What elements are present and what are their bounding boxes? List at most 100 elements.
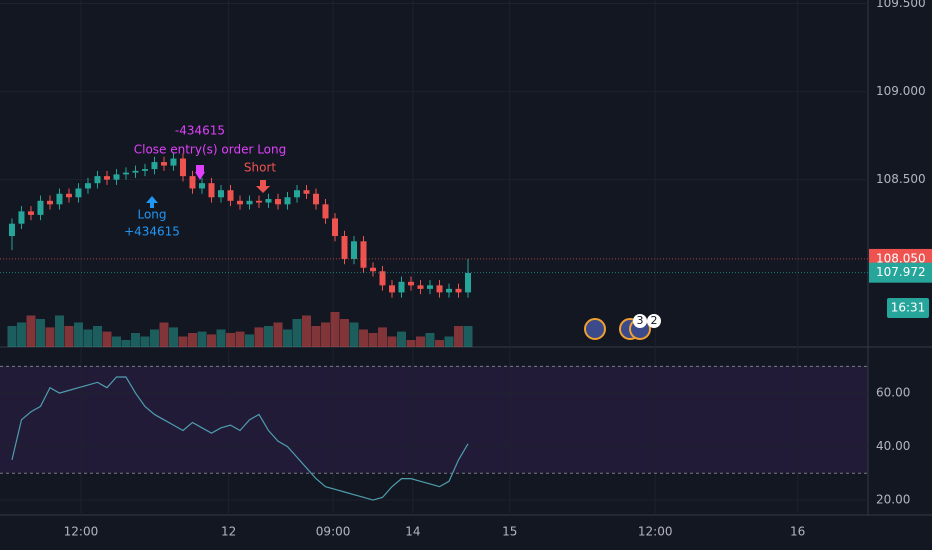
volume-bar bbox=[159, 322, 169, 347]
volume-bar bbox=[235, 331, 245, 347]
y-tick-label: 108.500 bbox=[876, 172, 926, 186]
rsi-band bbox=[0, 366, 868, 473]
candle-body bbox=[446, 288, 453, 293]
volume-bar bbox=[282, 329, 292, 347]
badge-count: 2 bbox=[651, 314, 658, 327]
badge bbox=[633, 314, 647, 328]
candle-body bbox=[27, 211, 34, 215]
rsi-tick-label: 40.00 bbox=[876, 439, 910, 453]
candle-body bbox=[132, 170, 139, 173]
y-tick-label: 109.000 bbox=[876, 84, 926, 98]
candle-body bbox=[208, 183, 215, 198]
volume-bar bbox=[463, 326, 473, 347]
volume-bar bbox=[216, 329, 226, 347]
candle-body bbox=[84, 183, 91, 189]
grid bbox=[0, 0, 868, 515]
x-tick-label: 12:00 bbox=[64, 525, 99, 539]
candle-body bbox=[341, 236, 348, 259]
volume-bar bbox=[149, 329, 159, 347]
volume-bar bbox=[102, 331, 112, 347]
candle-body bbox=[217, 190, 224, 198]
volume-bar bbox=[301, 315, 311, 347]
candle-body bbox=[94, 176, 101, 184]
candle-body bbox=[436, 285, 443, 293]
candle-body bbox=[151, 162, 158, 170]
volume-bar bbox=[45, 327, 55, 347]
volume-bar bbox=[16, 322, 26, 347]
candle-body bbox=[417, 285, 424, 289]
volume-bar bbox=[83, 329, 93, 347]
volume-bar bbox=[435, 340, 445, 347]
candle-body bbox=[379, 271, 386, 286]
candle-body bbox=[37, 200, 44, 215]
candle-body bbox=[236, 200, 243, 205]
volume-bar bbox=[425, 333, 435, 347]
annotation: +434615 bbox=[124, 225, 180, 239]
volume-bar bbox=[263, 326, 273, 347]
volume-bar bbox=[273, 322, 283, 347]
volume-bar bbox=[7, 326, 17, 347]
candle-body bbox=[360, 241, 367, 268]
candle-body bbox=[274, 199, 281, 205]
rsi-tick-label: 20.00 bbox=[876, 493, 910, 507]
candle-body bbox=[46, 200, 53, 205]
candle-body bbox=[8, 223, 15, 237]
candle-body bbox=[370, 267, 377, 272]
x-tick-label: 16 bbox=[790, 525, 805, 539]
volume-bar bbox=[197, 331, 207, 347]
candle-body bbox=[293, 190, 300, 198]
volume-bar bbox=[340, 319, 350, 347]
price-label: 108.050 bbox=[876, 251, 926, 265]
candle-body bbox=[389, 285, 396, 293]
badge-count: 3 bbox=[637, 314, 644, 327]
volume-bar bbox=[92, 326, 102, 347]
rsi-tick-label: 60.00 bbox=[876, 386, 910, 400]
volume-bar bbox=[26, 315, 36, 347]
volume-bar bbox=[368, 333, 378, 347]
x-tick-label: 14 bbox=[405, 525, 420, 539]
candle-body bbox=[312, 193, 319, 205]
candle-body bbox=[113, 174, 120, 180]
volume-bar bbox=[292, 319, 302, 347]
volume-bar bbox=[444, 336, 454, 347]
volume-bar bbox=[140, 336, 150, 347]
volume-bar bbox=[64, 326, 74, 347]
candle-body bbox=[179, 158, 186, 177]
x-tick-label: 15 bbox=[502, 525, 517, 539]
short-marker bbox=[256, 180, 270, 193]
volume-bar bbox=[168, 327, 178, 347]
volume-bar bbox=[311, 326, 321, 347]
volume-bar bbox=[359, 329, 369, 347]
candle-body bbox=[75, 188, 82, 198]
candle-body bbox=[284, 197, 291, 205]
candle-body bbox=[122, 172, 129, 175]
annotation: Long bbox=[137, 208, 166, 222]
annotation: Close entry(s) order Long bbox=[134, 143, 287, 157]
volume-bar bbox=[244, 334, 254, 347]
volume-bar bbox=[349, 322, 359, 347]
volume-bar bbox=[187, 333, 197, 347]
candle-body bbox=[160, 162, 167, 166]
candle-body bbox=[246, 200, 253, 205]
volume-bar bbox=[73, 322, 83, 347]
volume-bar bbox=[321, 322, 330, 347]
candle-body bbox=[141, 169, 148, 171]
candle-body bbox=[189, 176, 196, 189]
volume-bar bbox=[130, 333, 140, 347]
marks bbox=[0, 153, 868, 501]
volume-bar bbox=[397, 331, 407, 347]
event-flag[interactable] bbox=[584, 318, 606, 340]
volume-bar bbox=[406, 340, 416, 347]
candle-body bbox=[103, 176, 110, 180]
price-label: 107.972 bbox=[876, 265, 926, 279]
volume-bar bbox=[111, 336, 121, 347]
candle-body bbox=[227, 190, 234, 201]
candle-body bbox=[65, 193, 72, 198]
volume-bar bbox=[35, 319, 45, 347]
volume-bar bbox=[54, 315, 64, 347]
candle-body bbox=[427, 285, 434, 289]
candle-body bbox=[255, 200, 262, 203]
candle-body bbox=[198, 183, 205, 189]
volume-bar bbox=[387, 336, 397, 347]
